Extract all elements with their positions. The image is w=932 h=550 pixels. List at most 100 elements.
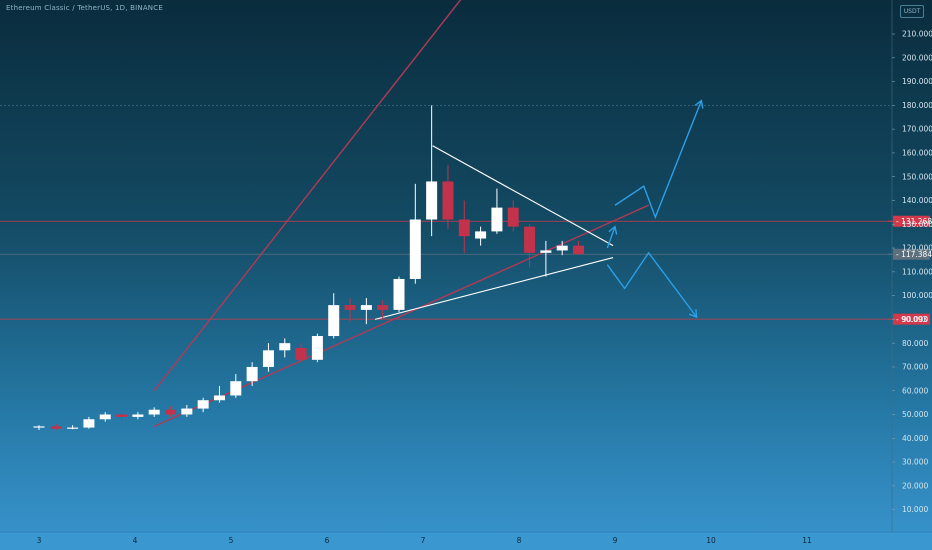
candle — [475, 226, 487, 246]
y-tick-label: 130.000 — [902, 220, 932, 229]
candle-body — [311, 336, 323, 360]
candle-body — [344, 305, 356, 310]
candle — [540, 240, 552, 277]
y-tick-label: 10.000 — [902, 505, 928, 514]
x-tick-label: 8 — [517, 536, 522, 545]
candle-body — [426, 181, 438, 220]
candle-body — [458, 219, 470, 237]
projection-path — [606, 226, 616, 249]
price-level-tag — [893, 248, 930, 260]
candle — [573, 240, 585, 255]
candle-body — [442, 181, 454, 220]
candle-body — [262, 350, 274, 367]
candle — [393, 276, 405, 313]
candle — [181, 404, 193, 417]
y-tick-label: 200.000 — [902, 53, 932, 62]
y-tick-label: 100.000 — [902, 291, 932, 300]
x-tick-label: 9 — [613, 536, 618, 545]
candle — [426, 105, 438, 237]
candle — [83, 416, 95, 429]
candle-body — [67, 427, 79, 429]
candle — [230, 374, 242, 398]
trendline-support — [153, 204, 649, 428]
candle — [524, 224, 536, 268]
candle-body — [132, 414, 144, 417]
candle-body — [83, 419, 95, 428]
x-tick-label: 6 — [325, 536, 330, 545]
candle — [328, 293, 340, 339]
candle-body — [197, 400, 209, 409]
candle — [262, 343, 274, 372]
candle-body — [409, 219, 421, 279]
candle — [246, 362, 258, 386]
price-level-label: - 117.384 — [896, 250, 932, 259]
x-tick-label: 5 — [229, 536, 234, 545]
candle — [67, 425, 79, 430]
x-axis-band — [0, 532, 932, 550]
candle-body — [540, 250, 552, 253]
candle-body — [491, 207, 503, 232]
candle — [295, 343, 307, 363]
projection-path — [606, 251, 698, 318]
trendline-triangle-bottom — [374, 257, 614, 320]
candle — [99, 412, 111, 422]
x-tick-label: 7 — [421, 536, 426, 545]
price-level-label: - 90.093 — [896, 315, 928, 324]
candle — [491, 188, 503, 234]
y-tick-label: 60.000 — [902, 386, 928, 395]
candle-body — [507, 207, 519, 227]
y-tick-label: 110.000 — [902, 267, 932, 276]
y-tick-label: 70.000 — [902, 363, 928, 372]
y-tick-label: 190.000 — [902, 77, 932, 86]
y-tick-label: 90.000 — [902, 315, 928, 324]
y-tick-label: 210.000 — [902, 30, 932, 39]
candle — [279, 338, 291, 358]
y-tick-label: 40.000 — [902, 434, 928, 443]
projection-path — [614, 100, 703, 220]
trendline-channel-upper — [153, 0, 462, 392]
candle-body — [360, 305, 372, 310]
candle — [556, 240, 568, 256]
y-tick-label: 150.000 — [902, 172, 932, 181]
projection-arrowhead — [694, 99, 704, 109]
candle-body — [393, 278, 405, 310]
candle-body — [50, 426, 62, 429]
candle — [197, 397, 209, 413]
y-tick-label: 30.000 — [902, 458, 928, 467]
x-tick-label: 3 — [37, 536, 42, 545]
candle — [507, 200, 519, 232]
candle-body — [165, 409, 177, 415]
x-tick-label: 10 — [706, 536, 716, 545]
candle-body — [556, 245, 568, 251]
projection-arrowhead — [608, 225, 618, 235]
x-tick-label: 11 — [802, 536, 812, 545]
candle-body — [295, 347, 307, 360]
candle — [148, 407, 160, 417]
y-tick-label: 170.000 — [902, 125, 932, 134]
candle-body — [279, 343, 291, 351]
candle — [377, 300, 389, 320]
candle-body — [33, 426, 45, 428]
y-tick-label: 120.000 — [902, 244, 932, 253]
candle — [116, 413, 128, 422]
candle — [458, 200, 470, 253]
candle — [311, 333, 323, 363]
y-tick-label: 50.000 — [902, 410, 928, 419]
candle — [50, 424, 62, 430]
candle-body — [328, 305, 340, 337]
x-tick-label: 4 — [133, 536, 138, 545]
candle — [213, 385, 225, 403]
candle-body — [475, 231, 487, 239]
candle — [344, 297, 356, 322]
candle-body — [377, 305, 389, 310]
candle-body — [181, 408, 193, 415]
candle-body — [230, 381, 242, 396]
candle-body — [573, 245, 585, 255]
currency-badge: USDT — [900, 5, 924, 18]
projection-arrowhead — [688, 308, 698, 319]
trendline-triangle-top — [432, 145, 614, 247]
price-level-tag — [893, 313, 930, 325]
y-tick-label: 20.000 — [902, 481, 928, 490]
